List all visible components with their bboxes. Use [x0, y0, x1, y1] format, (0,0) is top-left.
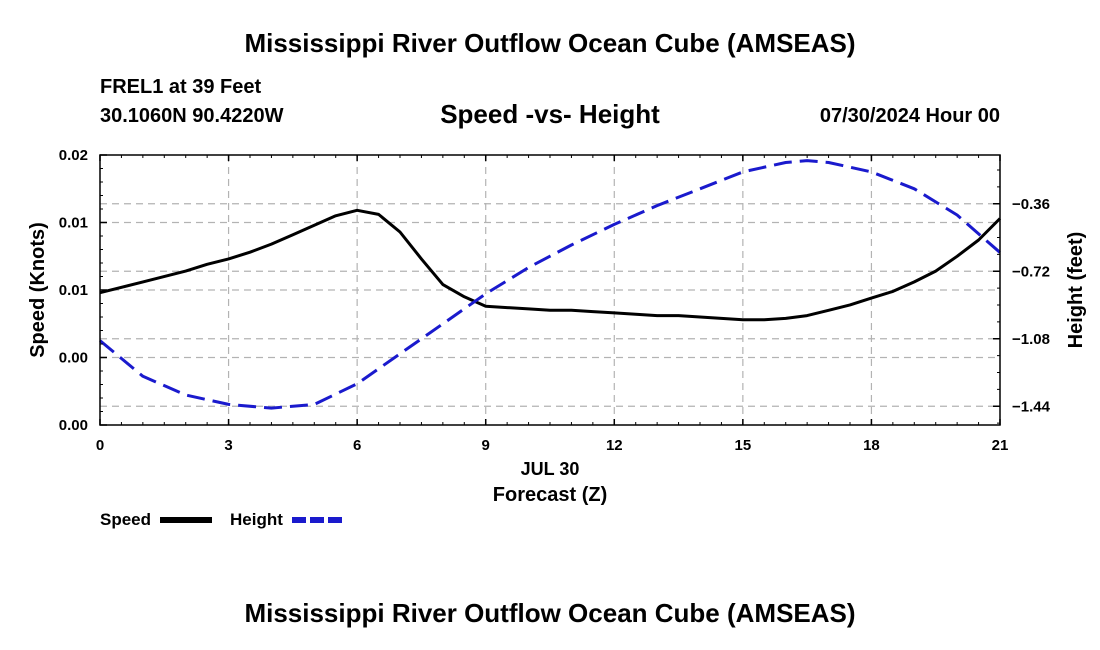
y-tick-label: 0.01 [59, 215, 88, 232]
x-tick-label: 12 [606, 437, 623, 454]
x-tick-label: 9 [482, 437, 490, 454]
grid-lines [100, 155, 1000, 425]
series-line-height [99, 159, 1001, 410]
y-tick-label: 0.02 [59, 147, 88, 164]
chart-title: Speed -vs- Height [440, 99, 660, 129]
legend-label-speed: Speed [100, 510, 151, 529]
x-axis-label: Forecast (Z) [493, 484, 607, 506]
y2-axis-label: Height (feet) [1065, 232, 1087, 349]
y2-tick-label: −1.08 [1012, 331, 1050, 348]
y-axis-label: Speed (Knots) [27, 222, 49, 358]
station-coordinates: 30.1060N 90.4220W [100, 105, 284, 127]
forecast-datetime: 07/30/2024 Hour 00 [819, 105, 1000, 127]
x-tick-label: 3 [224, 437, 232, 454]
x-tick-label: 15 [735, 437, 752, 454]
y2-tick-label: −1.44 [1012, 398, 1051, 415]
x-tick-label: 21 [992, 437, 1009, 454]
x-axis-date-label: JUL 30 [521, 459, 580, 479]
x-tick-label: 6 [353, 437, 361, 454]
x-tick-label: 18 [863, 437, 880, 454]
page-title: Mississippi River Outflow Ocean Cube (AM… [244, 28, 856, 58]
y2-tick-label: −0.72 [1012, 263, 1050, 280]
y2-tick-label: −0.36 [1012, 196, 1050, 213]
legend: Speed Height [100, 510, 342, 529]
station-label: FREL1 at 39 Feet [100, 76, 262, 98]
footer-title: Mississippi River Outflow Ocean Cube (AM… [244, 598, 856, 628]
series-lines [99, 159, 1002, 410]
y-tick-label: 0.00 [59, 417, 88, 434]
series-line-speed [99, 208, 1002, 322]
x-tick-label: 0 [96, 437, 104, 454]
legend-label-height: Height [230, 510, 283, 529]
y-tick-label: 0.01 [59, 282, 88, 299]
axes: 0 3 6 9 12 15 18 21 0.00 0.00 0.01 0.01 0.02 −0.36 −0.… [59, 147, 1051, 454]
y-tick-label: 0.00 [59, 350, 88, 367]
